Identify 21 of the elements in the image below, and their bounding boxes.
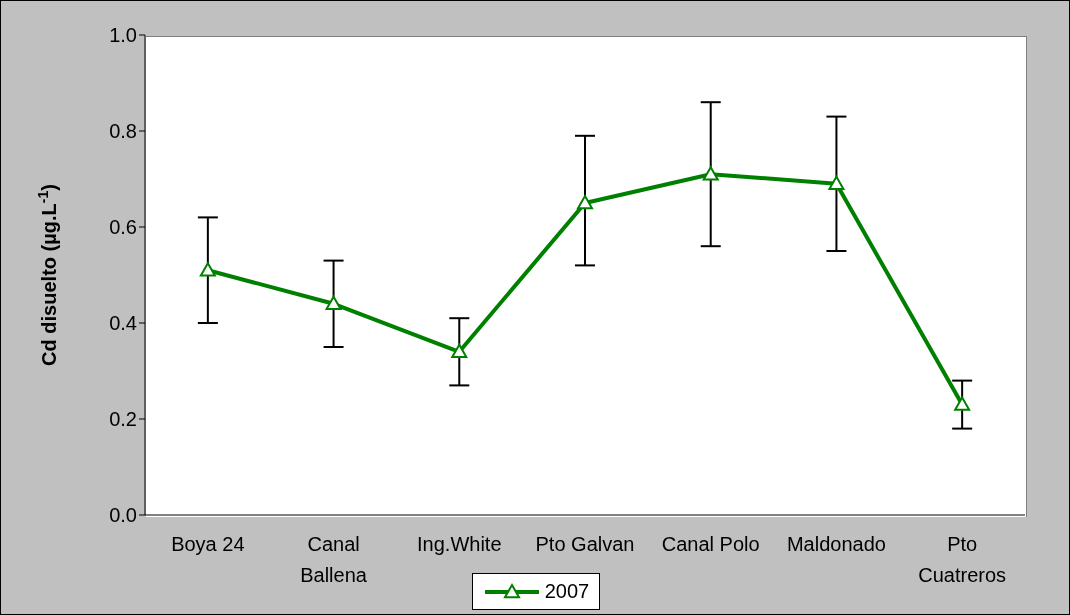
x-tick-label: Pto Cuatreros [918, 533, 1007, 586]
point [954, 396, 971, 411]
point [702, 166, 719, 181]
y-tick-label: 0.2 [109, 408, 137, 431]
y-tick-label: 0.6 [109, 216, 137, 239]
point [828, 175, 845, 191]
y-tick-label: 0.0 [109, 504, 137, 527]
x-tick-label: Canal Ballena [300, 533, 368, 586]
point [451, 343, 468, 359]
legend-label: 2007 [544, 580, 590, 603]
y-tick-label: 0.4 [109, 312, 137, 335]
x-tick-label: Canal Polo [661, 533, 760, 555]
point [199, 262, 216, 277]
x-tick-label: Boya 24 [171, 533, 245, 555]
x-tick-label: Maldonado [786, 533, 886, 555]
x-tick-label: Pto Galvan [535, 533, 635, 555]
y-tick-label: 1.0 [109, 24, 137, 47]
point [325, 295, 342, 311]
point [577, 195, 593, 210]
x-tick-label: Ing.White [417, 533, 502, 555]
y-tick-label: 0.8 [109, 120, 137, 143]
